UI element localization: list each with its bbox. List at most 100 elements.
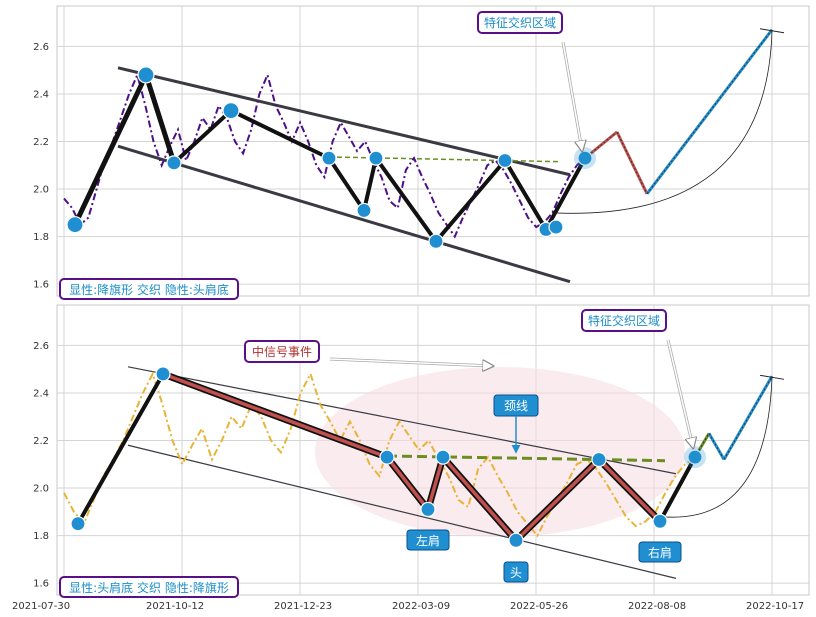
top-pivot-3 (222, 101, 240, 120)
top-pivot-1 (137, 66, 155, 84)
xtick-0: 2021-07-30 (12, 601, 70, 612)
bot-ytick-0: 1.6 (33, 579, 49, 590)
bottom-lower-trend (127, 444, 677, 579)
bot-ytick-5: 2.6 (33, 341, 49, 352)
top-zig-seg-0 (72, 72, 149, 228)
top-pivot-7 (428, 233, 444, 249)
top-pivot-extra (548, 219, 564, 235)
xtick-5: 2022-08-08 (628, 601, 686, 612)
top-zig-seg-8 (503, 158, 548, 232)
bot-zig-seg-7 (658, 455, 697, 524)
bottom-panel: 1.61.82.02.22.42.6 2021-07-30 2021-10-12 2… (12, 304, 810, 612)
bottom-upper-trend (127, 366, 677, 475)
bottom-feature-label: 特征交织区域 (588, 313, 660, 328)
bot-ytick-2: 2.0 (33, 484, 49, 495)
bottom-zigzag (76, 370, 697, 544)
bottom-trend-lines (127, 366, 677, 579)
top-proj-dash-1 (616, 131, 648, 195)
top-zig-seg-9 (544, 156, 587, 232)
signal-ellipse (315, 367, 685, 537)
bot-pivot-4 (435, 449, 451, 465)
top-pivot-dots (66, 66, 596, 249)
top-proj-cap (759, 28, 785, 34)
top-pivot-8 (497, 152, 513, 169)
top-zig-seg-5 (362, 156, 378, 213)
bot-zig-inner-6 (597, 457, 662, 524)
bot-zig-inner-4 (441, 455, 518, 543)
top-pattern-label: 显性:降旗形 交织 隐性:头肩底 (69, 282, 229, 297)
top-proj-dash-0 (584, 131, 618, 159)
top-neck-line (328, 156, 561, 163)
top-feature-label: 特征交织区域 (484, 15, 556, 30)
bottom-feature-box (581, 309, 667, 332)
top-lower-trend (117, 144, 571, 284)
top-trend-lines (117, 66, 571, 284)
right-shoulder-label: 右肩 (648, 545, 672, 560)
bottom-pattern-label: 显性:头肩底 交织 隐性:降旗形 (69, 580, 229, 595)
bot-pivot-1 (155, 366, 171, 382)
bot-feature-glow (684, 446, 706, 469)
bottom-pattern-box (59, 576, 239, 598)
bottom-x-ticks: 2021-07-30 2021-10-12 2021-12-23 2022-03-09… (12, 601, 804, 612)
top-feature-box (477, 11, 563, 34)
bot-proj-arc (659, 376, 773, 518)
bot-zig-inner-5 (514, 457, 601, 543)
xtick-6: 2022-10-17 (746, 601, 804, 612)
top-pattern-box (59, 278, 239, 300)
top-ytick-0: 1.6 (33, 280, 49, 291)
bottom-pivot-dots (70, 366, 706, 548)
top-zigzag (72, 72, 587, 244)
top-proj-seg-2 (645, 28, 774, 195)
top-zig-seg-3 (229, 108, 331, 161)
bottom-neck-line (386, 454, 666, 463)
bot-ytick-4: 2.4 (33, 388, 49, 399)
bot-price-line (63, 371, 696, 538)
top-pivot-5 (356, 202, 372, 219)
bot-proj-cap (759, 374, 785, 380)
bot-pivot-7 (652, 513, 668, 529)
bottom-y-ticks: 1.6 1.8 2.0 2.2 2.4 2.6 (33, 341, 49, 590)
xtick-3: 2022-03-09 (392, 601, 450, 612)
top-zig-seg-6 (374, 156, 438, 244)
xtick-4: 2022-05-26 (510, 601, 568, 612)
bottom-price-series (63, 371, 696, 538)
bot-proj-dash-1 (708, 433, 725, 460)
top-feature-arrow-inner (562, 41, 582, 150)
signal-arrow-inner (329, 358, 492, 366)
head-box (503, 561, 529, 583)
bot-pivot-2 (379, 449, 395, 465)
bot-zig-inner-2 (385, 455, 430, 512)
top-proj-arc (551, 29, 773, 214)
top-neck (328, 156, 561, 163)
top-feature-glow (574, 147, 596, 170)
bot-zig-inner-3 (426, 455, 445, 512)
bottom-neck (386, 454, 666, 463)
top-pivot-0 (66, 216, 84, 234)
top-upper-trend (117, 66, 571, 177)
left-shoulder-label: 左肩 (416, 533, 440, 548)
signal-label: 中信号事件 (252, 344, 312, 359)
top-ytick-5: 2.6 (33, 42, 49, 53)
top-ytick-1: 1.8 (33, 232, 49, 243)
bot-pivot-6 (591, 451, 607, 468)
bot-zig-inner-1 (161, 372, 389, 459)
top-zig-seg-7 (434, 158, 507, 244)
xtick-1: 2021-10-12 (146, 601, 204, 612)
signal-box (244, 340, 320, 363)
bot-zig-seg-0 (76, 371, 165, 526)
bot-ytick-1: 1.8 (33, 531, 49, 542)
bot-pivot-0 (70, 516, 86, 532)
bot-ytick-3: 2.2 (33, 436, 49, 447)
top-zig-seg-4 (327, 156, 366, 213)
top-ytick-3: 2.2 (33, 137, 49, 148)
xtick-2: 2021-12-23 (274, 601, 332, 612)
bot-pivot-5 (508, 532, 524, 548)
top-y-ticks: 1.6 1.8 2.0 2.2 2.4 2.6 (33, 42, 49, 291)
head-label: 头 (510, 566, 522, 580)
top-pivot-4 (321, 150, 337, 166)
top-zig-seg-2 (172, 108, 233, 165)
top-pivot-6 (368, 150, 384, 166)
top-pivot-2 (166, 155, 182, 171)
top-panel: 1.6 1.8 2.0 2.2 2.4 2.6 特征交织区域 显性:降旗形 交织 隐性:头… (33, 5, 810, 300)
